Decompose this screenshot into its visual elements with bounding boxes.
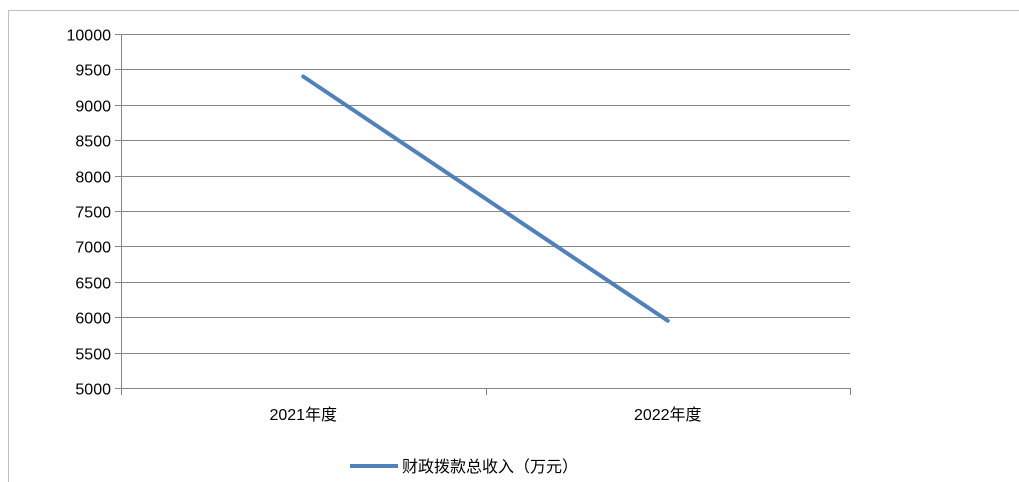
series-line: [301, 74, 670, 323]
y-tick-label: 6500: [75, 276, 111, 293]
x-tick-label: 2022年度: [634, 406, 702, 424]
y-tick-label: 6000: [75, 311, 111, 328]
series-lines: [301, 74, 670, 323]
y-tick-label: 8500: [75, 134, 111, 151]
axes: [115, 34, 851, 395]
x-tick-label: 2021年度: [269, 406, 337, 424]
legend: 财政拨款总收入（万元）: [350, 457, 578, 476]
y-tick-label: 5000: [75, 382, 111, 399]
y-tick-label: 9500: [75, 63, 111, 80]
y-tick-label: 5500: [75, 347, 111, 364]
y-tick-label: 7500: [75, 205, 111, 222]
y-tick-label: 7000: [75, 240, 111, 257]
y-tick-label: 9000: [75, 99, 111, 116]
y-tick-label: 8000: [75, 170, 111, 187]
y-axis-tick-labels: 5000 5500 6000 6500 7000 7500 8000 8500 9000 9500…: [67, 28, 112, 399]
legend-label: 财政拨款总收入（万元）: [402, 457, 578, 476]
y-tick-label: 10000: [67, 28, 112, 45]
gridlines: [121, 34, 850, 354]
x-axis-tick-labels: 2021年度 2022年度: [269, 406, 701, 424]
